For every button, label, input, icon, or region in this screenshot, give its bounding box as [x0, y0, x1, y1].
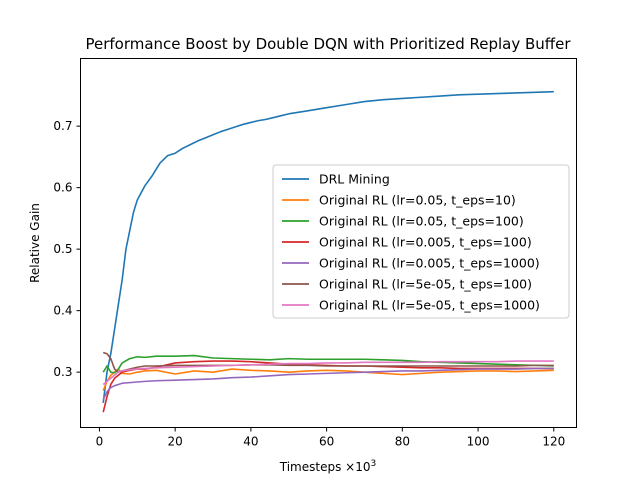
legend-entry-label: Original RL (lr=0.05, t_eps=100) [319, 214, 524, 229]
x-axis-label: Timesteps ×103 [279, 459, 376, 474]
legend-entry-label: DRL Mining [319, 172, 390, 187]
legend-entry-label: Original RL (lr=5e-05, t_eps=1000) [319, 298, 540, 313]
x-tick-label: 80 [395, 435, 410, 449]
legend-entry-label: Original RL (lr=0.005, t_eps=1000) [319, 256, 540, 271]
y-tick-label: 0.6 [53, 181, 72, 195]
series-line-2 [102, 368, 554, 391]
x-axis-label-exponent: 3 [370, 459, 376, 469]
legend: DRL Mining Original RL (lr=0.05, t_eps=10… [272, 164, 570, 319]
x-tick-label: 0 [96, 435, 104, 449]
series-line-7 [102, 360, 554, 386]
plot-frame [80, 58, 577, 428]
legend-entry-label: Original RL (lr=0.05, t_eps=10) [319, 193, 516, 208]
y-tick-label: 0.4 [53, 304, 72, 318]
legend-entry-label: Original RL (lr=0.005, t_eps=100) [319, 235, 532, 250]
legend-box [272, 164, 570, 319]
x-axis-label-main: Timesteps ×10 [279, 460, 371, 474]
x-tick-label: 60 [319, 435, 334, 449]
y-tick-label: 0.7 [53, 119, 72, 133]
x-tick-label: 20 [168, 435, 183, 449]
series-line-5 [102, 367, 554, 401]
y-tick-label: 0.3 [53, 365, 72, 379]
x-tick-label: 100 [467, 435, 490, 449]
series-line-3 [102, 354, 554, 374]
y-tick-label: 0.5 [53, 242, 72, 256]
x-axis: 0 20 40 60 80 100 120 [96, 427, 565, 449]
series-line-1 [102, 90, 554, 403]
legend-entry-label: Original RL (lr=5e-05, t_eps=100) [319, 277, 532, 292]
x-tick-label: 40 [243, 435, 258, 449]
y-axis-label: Relative Gain [28, 203, 42, 283]
plot-series [102, 90, 554, 413]
y-axis: 0.3 0.4 0.5 0.6 0.7 [53, 119, 81, 379]
x-tick-label: 120 [542, 435, 565, 449]
series-line-4 [102, 360, 554, 413]
chart-title: Performance Boost by Double DQN with Pri… [85, 35, 571, 53]
